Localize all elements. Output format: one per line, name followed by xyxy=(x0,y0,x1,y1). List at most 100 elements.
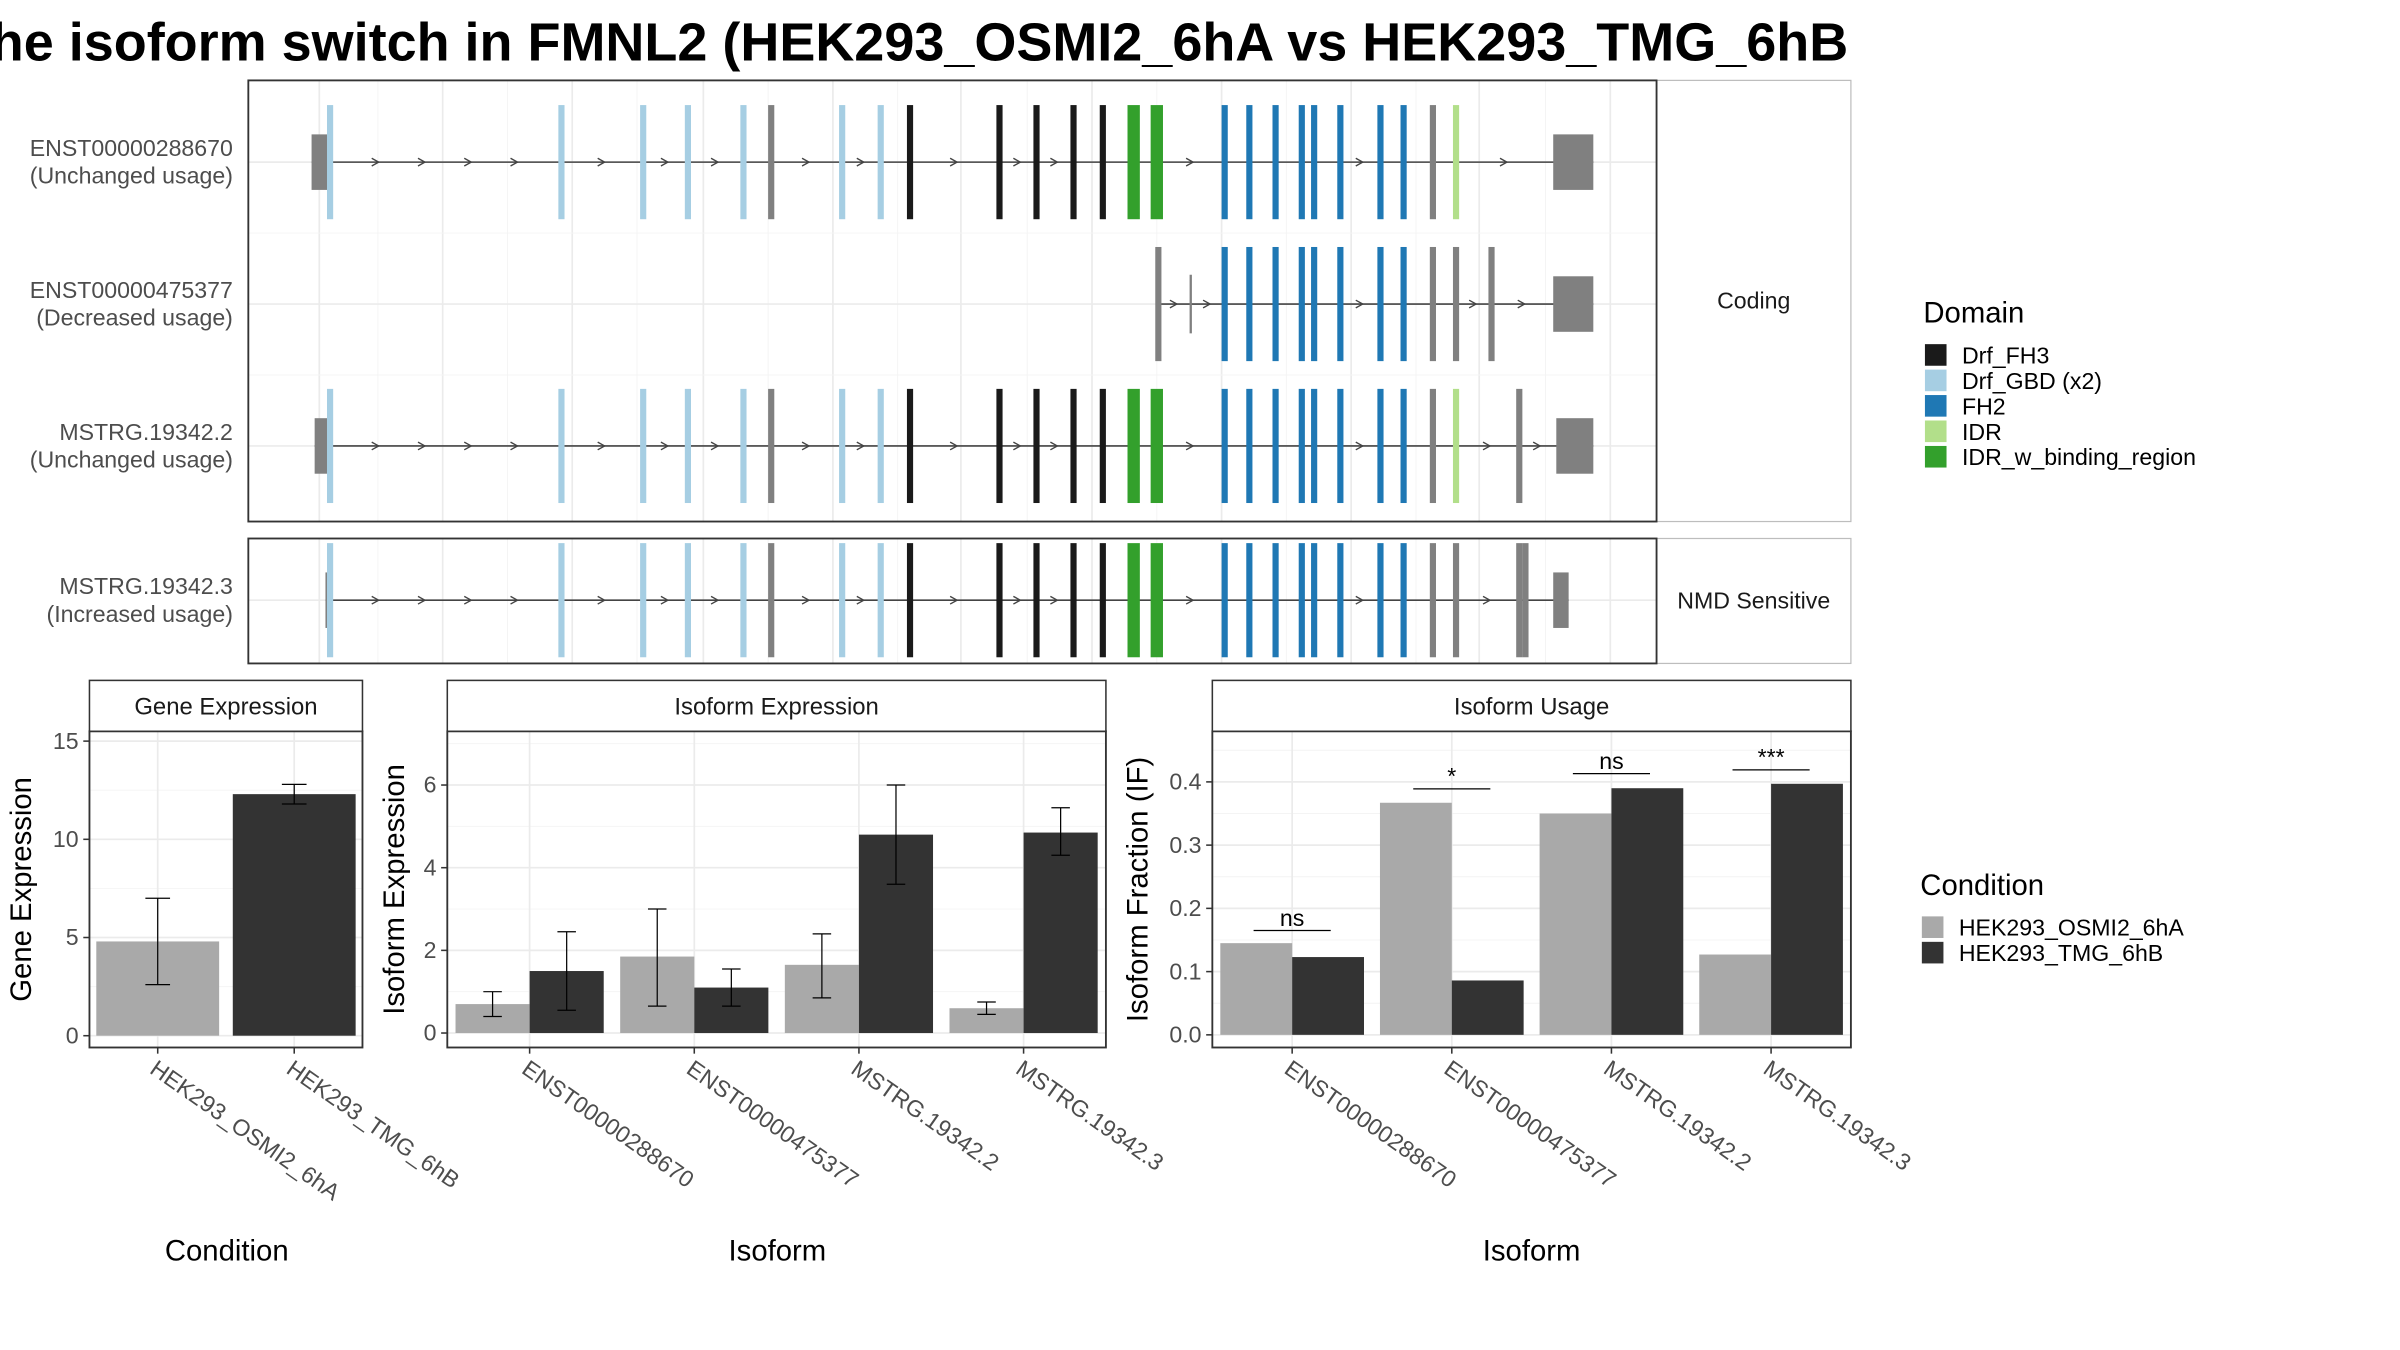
exon xyxy=(996,105,1003,220)
x-axis-label: Condition xyxy=(165,1234,289,1267)
transcript-usage-label: (Decreased usage) xyxy=(36,305,233,331)
exon xyxy=(1189,274,1192,334)
strand-arrow xyxy=(371,157,381,167)
exon xyxy=(1400,105,1407,220)
strand-arrow xyxy=(1482,595,1492,605)
y-tick-label: 0 xyxy=(66,1022,79,1048)
structure-facet-panel xyxy=(248,80,1657,522)
exon xyxy=(1516,543,1523,658)
chart-title: Isoform Expression xyxy=(674,693,878,720)
bar xyxy=(1539,813,1612,1035)
exon xyxy=(1272,543,1279,658)
exon xyxy=(684,388,692,504)
exon xyxy=(768,388,775,504)
strand-arrow xyxy=(660,441,670,451)
strand-arrow xyxy=(1355,299,1365,309)
figure-title: he isoform switch in FMNL2 (HEK293_OSMI2… xyxy=(0,12,1848,72)
exon xyxy=(906,388,914,504)
exon xyxy=(1452,388,1460,504)
legend-domain-label: Drf_FH3 xyxy=(1962,342,2049,368)
y-tick-label: 0 xyxy=(424,1020,437,1046)
strand-arrow xyxy=(463,441,473,451)
facet-strip xyxy=(1655,537,1852,665)
exon xyxy=(1127,105,1140,220)
exon xyxy=(1127,388,1140,504)
exon xyxy=(1377,388,1384,504)
transcript-ENST00000475377 xyxy=(1155,246,1594,362)
y-tick-label: 4 xyxy=(424,854,437,880)
strand-arrow xyxy=(463,157,473,167)
legend-condition-title: Condition xyxy=(1920,869,2044,902)
strand-arrow xyxy=(371,595,381,605)
exon xyxy=(1337,246,1344,362)
x-axis-label: Isoform xyxy=(729,1234,827,1267)
strand-arrow xyxy=(1013,595,1022,605)
exon xyxy=(1246,105,1253,220)
exon xyxy=(906,105,914,220)
y-tick-label: 0.3 xyxy=(1169,832,1201,858)
legend-domain-label: Drf_GBD (x2) xyxy=(1962,368,2102,394)
exon xyxy=(1127,543,1140,658)
bar xyxy=(1379,802,1452,1035)
exon xyxy=(1337,105,1344,220)
exon xyxy=(1452,105,1460,220)
transcript-label: ENST00000475377 xyxy=(30,277,233,303)
exon xyxy=(768,543,775,658)
exon xyxy=(1221,388,1228,504)
strand-arrow xyxy=(1169,299,1179,309)
strand-arrow xyxy=(1185,441,1195,451)
y-axis-label: Isoform Expression xyxy=(378,764,411,1015)
exon xyxy=(1400,388,1407,504)
x-tick-label: MSTRG.19342.3 xyxy=(1759,1055,1916,1176)
exon xyxy=(1516,388,1523,504)
exon xyxy=(1070,105,1077,220)
exon xyxy=(877,543,884,658)
exon xyxy=(1377,105,1384,220)
legend-domain-label: FH2 xyxy=(1962,393,2006,419)
legend-domain-swatch xyxy=(1924,395,1947,417)
significance-label: ns xyxy=(1280,905,1304,931)
utr-3 xyxy=(1553,572,1569,628)
strand-arrow xyxy=(660,157,670,167)
strand-arrow xyxy=(801,157,811,167)
strand-arrow xyxy=(510,157,519,167)
strand-arrow xyxy=(949,441,959,451)
x-tick-label: MSTRG.19342.2 xyxy=(1599,1055,1756,1176)
legend-domain-label: IDR xyxy=(1962,419,2002,445)
strand-arrow xyxy=(1202,299,1212,309)
exon xyxy=(1246,246,1253,362)
exon xyxy=(1070,388,1077,504)
exon xyxy=(1311,388,1318,504)
exon xyxy=(1311,543,1318,658)
exon xyxy=(1298,105,1305,220)
y-tick-label: 0.0 xyxy=(1169,1022,1201,1048)
y-tick-label: 0.1 xyxy=(1169,958,1201,984)
strand-arrow xyxy=(1050,595,1059,605)
bar xyxy=(1023,832,1098,1034)
exon xyxy=(684,105,692,220)
exon xyxy=(1155,246,1162,362)
expression-charts: 051015HEK293_OSMI2_6hAHEK293_TMG_6hBGene… xyxy=(5,679,1916,1267)
strand-arrow xyxy=(1355,157,1365,167)
exon xyxy=(1337,388,1344,504)
strand-arrow xyxy=(856,595,866,605)
significance-label: *** xyxy=(1758,744,1785,770)
x-tick-label: ENST00000475377 xyxy=(682,1055,863,1193)
transcript-label: MSTRG.19342.3 xyxy=(59,573,233,599)
exon xyxy=(640,388,647,504)
exon xyxy=(1099,105,1106,220)
exon xyxy=(1033,543,1040,658)
strand-arrow xyxy=(801,595,811,605)
exon xyxy=(1452,543,1460,658)
y-tick-label: 6 xyxy=(424,772,437,798)
strand-arrow xyxy=(1050,157,1059,167)
exon xyxy=(877,105,884,220)
exon xyxy=(740,105,747,220)
strand-arrow xyxy=(1185,157,1195,167)
strand-arrow xyxy=(510,441,519,451)
strand-arrow xyxy=(949,595,959,605)
exon xyxy=(877,388,884,504)
strand-arrow xyxy=(1468,299,1478,309)
